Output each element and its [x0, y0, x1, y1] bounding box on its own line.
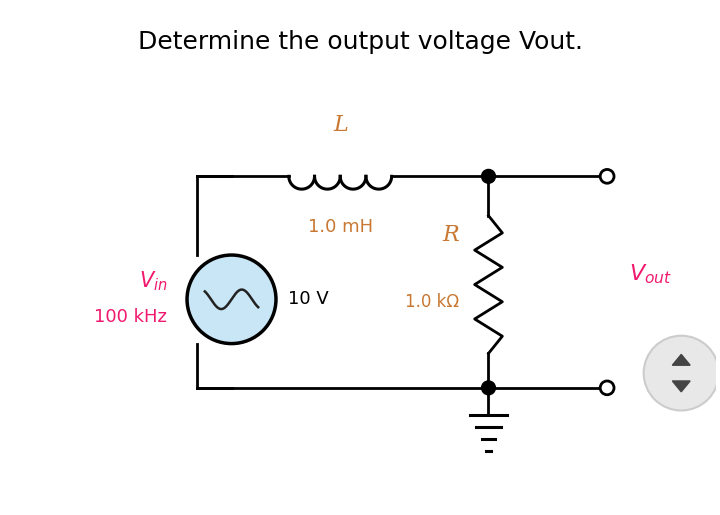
- Text: 1.0 kΩ: 1.0 kΩ: [405, 293, 459, 311]
- Text: 1.0 mH: 1.0 mH: [307, 218, 373, 236]
- Text: 10 V: 10 V: [288, 290, 328, 308]
- Text: 100 kHz: 100 kHz: [94, 308, 167, 326]
- Circle shape: [482, 169, 495, 183]
- Circle shape: [644, 336, 719, 410]
- Polygon shape: [672, 354, 690, 365]
- Text: $V_{in}$: $V_{in}$: [139, 270, 167, 294]
- Text: $V_{out}$: $V_{out}$: [629, 263, 672, 286]
- Circle shape: [482, 381, 495, 394]
- Text: L: L: [333, 114, 348, 136]
- Circle shape: [187, 255, 276, 344]
- Text: Determine the output voltage Vout.: Determine the output voltage Vout.: [138, 29, 582, 54]
- Polygon shape: [672, 381, 690, 392]
- Text: R: R: [443, 225, 459, 246]
